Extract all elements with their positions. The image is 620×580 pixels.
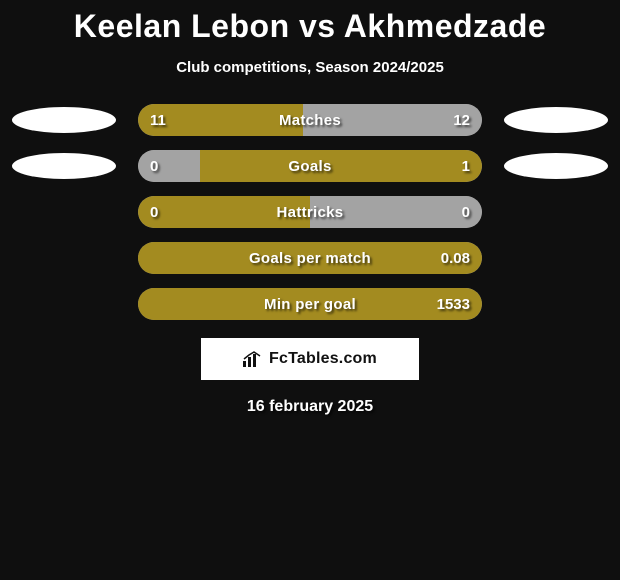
left-gap [12, 291, 116, 317]
stat-rows: 1112Matches 01Goals 00Hattricks 0.08Goals p… [0, 104, 620, 320]
subtitle: Club competitions, Season 2024/2025 [0, 59, 620, 76]
stat-label: Hattricks [138, 196, 482, 228]
stat-row: 0.08Goals per match [0, 242, 620, 274]
stat-bar: 0.08Goals per match [138, 242, 482, 274]
right-gap [504, 199, 608, 225]
right-gap [504, 245, 608, 271]
stat-bar: 1533Min per goal [138, 288, 482, 320]
left-team-marker [12, 153, 116, 179]
stat-bar: 01Goals [138, 150, 482, 182]
stat-row: 00Hattricks [0, 196, 620, 228]
stat-label: Goals [138, 150, 482, 182]
left-gap [12, 245, 116, 271]
right-team-marker [504, 153, 608, 179]
comparison-card: Keelan Lebon vs Akhmedzade Club competit… [0, 0, 620, 416]
right-gap [504, 291, 608, 317]
stat-label: Min per goal [138, 288, 482, 320]
stat-bar: 00Hattricks [138, 196, 482, 228]
right-team-marker [504, 107, 608, 133]
stat-label: Matches [138, 104, 482, 136]
brand-text: FcTables.com [269, 350, 377, 368]
brand-badge: FcTables.com [201, 338, 419, 380]
page-title: Keelan Lebon vs Akhmedzade [0, 8, 620, 45]
stat-row: 1112Matches [0, 104, 620, 136]
stat-row: 1533Min per goal [0, 288, 620, 320]
stat-label: Goals per match [138, 242, 482, 274]
date-text: 16 february 2025 [0, 398, 620, 416]
stat-row: 01Goals [0, 150, 620, 182]
left-team-marker [12, 107, 116, 133]
stat-bar: 1112Matches [138, 104, 482, 136]
left-gap [12, 199, 116, 225]
chart-icon [243, 351, 263, 367]
